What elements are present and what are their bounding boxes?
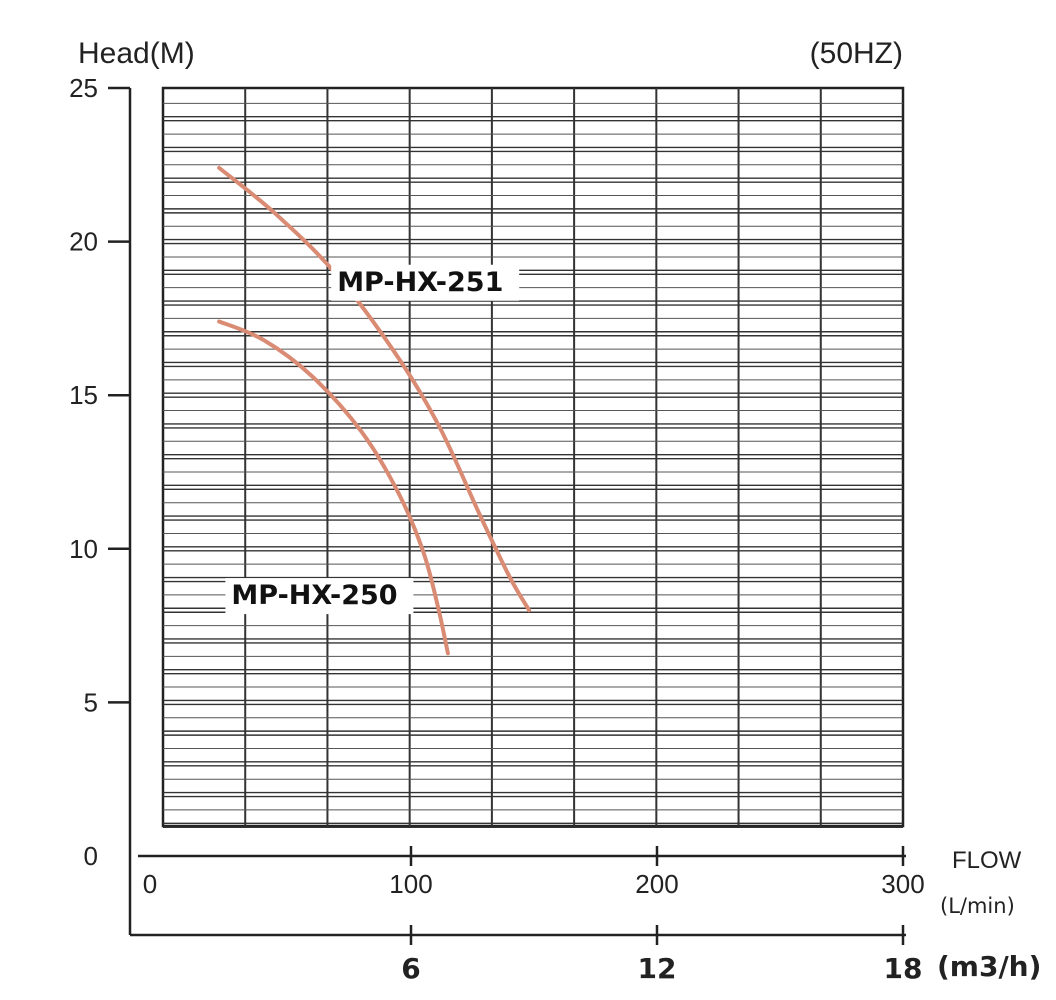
series-label-bg [331, 264, 520, 301]
series-label-bg [225, 578, 414, 615]
axes [128, 88, 906, 937]
x-tick-label-m3h: 12 [638, 952, 677, 985]
y-tick-label: 25 [69, 73, 98, 103]
y-tick-label: 0 [84, 841, 98, 871]
series-curves: MP-HX-251 MP-HX-250 [217, 165, 532, 656]
x-axis-lpm-unit: (L/min) [940, 894, 1015, 918]
x-tick-label-m3h: 6 [401, 952, 420, 985]
x-tick-label-lpm: 200 [635, 869, 678, 899]
curve-mp-hx-251 [217, 165, 532, 613]
x-axis-flow-label: FLOW [952, 847, 1022, 874]
frequency-label: (50HZ) [810, 37, 903, 70]
series-label-mp-hx-250: MP-HX-250 [231, 580, 397, 611]
y-tick-label: 20 [69, 227, 98, 257]
plot-grid [161, 86, 905, 828]
x-axis-m3h-unit: (m3/h) [937, 950, 1041, 983]
x-tick-label-lpm: 300 [881, 869, 924, 899]
y-ticks: 25 20 15 10 5 0 [69, 73, 130, 871]
series-label-mp-hx-251: MP-HX-251 [337, 267, 503, 298]
y-tick-label: 10 [69, 534, 98, 564]
x-tick-label-lpm: 0 [143, 869, 157, 899]
x-ticks-m3h: 6 12 18 [401, 925, 922, 985]
x-tick-label-lpm: 100 [389, 869, 432, 899]
y-axis-title: Head(M) [78, 37, 195, 70]
curve-mp-hx-250 [217, 319, 450, 656]
y-tick-label: 5 [84, 687, 98, 717]
grid-border [161, 86, 905, 828]
x-tick-label-m3h: 18 [884, 952, 923, 985]
x-ticks-lpm: 0 100 200 300 [143, 846, 925, 899]
y-tick-label: 15 [69, 380, 98, 410]
